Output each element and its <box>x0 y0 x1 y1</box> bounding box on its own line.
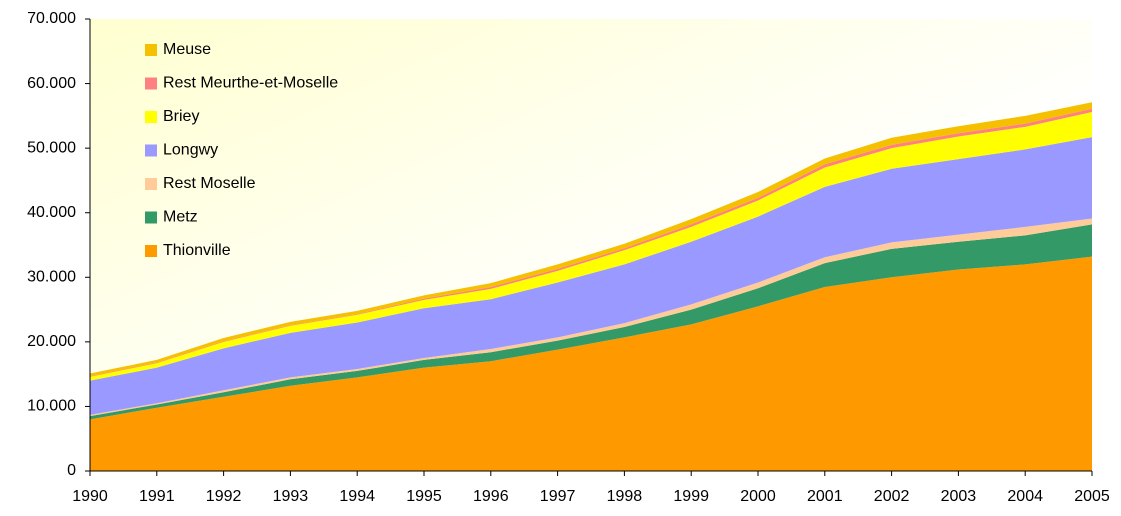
x-tick-label: 1999 <box>673 488 709 505</box>
x-tick-label: 1998 <box>607 488 643 505</box>
legend-label: Briey <box>163 108 199 125</box>
legend-swatch <box>145 111 157 123</box>
x-tick-label: 1996 <box>473 488 509 505</box>
legend-swatch <box>145 77 157 90</box>
x-tick-label: 2004 <box>1007 488 1043 505</box>
legend-label: Rest Meurthe-et-Moselle <box>163 75 338 92</box>
legend-label: Metz <box>163 209 198 226</box>
y-tick-label: 60.000 <box>27 75 76 92</box>
legend-label: Longwy <box>163 142 218 159</box>
x-tick-label: 2000 <box>740 488 776 505</box>
area <box>90 224 1092 420</box>
x-tick-label: 2002 <box>874 488 910 505</box>
legend-swatch <box>145 178 157 190</box>
y-tick-label: 50.000 <box>27 139 76 156</box>
x-tick-label: 1995 <box>406 488 442 505</box>
y-tick-label: 10.000 <box>27 398 76 415</box>
x-tick-label: 2003 <box>941 488 977 505</box>
legend-label: Meuse <box>163 41 211 58</box>
area <box>90 137 1092 415</box>
x-tick-label: 1991 <box>139 488 175 505</box>
y-tick-label: 20.000 <box>27 333 76 350</box>
x-tick-label: 1990 <box>72 488 108 505</box>
legend-swatch <box>145 144 157 157</box>
x-tick-label: 1994 <box>339 488 375 505</box>
legend-label: Rest Moselle <box>163 175 256 192</box>
area <box>90 256 1092 471</box>
y-tick-label: 30.000 <box>27 269 76 286</box>
y-tick-label: 0 <box>67 462 76 479</box>
x-tick-label: 1993 <box>273 488 309 505</box>
legend-label: Thionville <box>163 242 231 259</box>
legend-swatch <box>145 245 157 257</box>
x-tick-label: 1992 <box>206 488 242 505</box>
x-tick-label: 2001 <box>807 488 843 505</box>
x-tick-label: 1997 <box>540 488 576 505</box>
y-tick-label: 40.000 <box>27 204 76 221</box>
area <box>90 111 1092 381</box>
x-tick-label: 2005 <box>1074 488 1110 505</box>
legend-swatch <box>145 211 157 224</box>
legend-swatch <box>145 44 157 56</box>
y-tick-label: 70.000 <box>27 10 76 27</box>
area <box>90 218 1092 417</box>
